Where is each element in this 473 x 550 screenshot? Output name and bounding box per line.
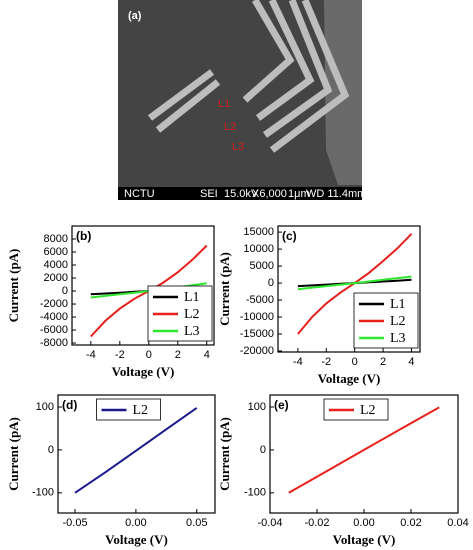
legend-label: L3 [390, 331, 406, 346]
legend-label: L2 [133, 403, 149, 418]
y-tick-label: 6000 [44, 246, 68, 258]
series-line [74, 407, 198, 494]
x-tick-label: -0.02 [304, 517, 329, 529]
x-tick-label: 0.00 [353, 517, 374, 529]
panel-label: (a) [128, 10, 142, 22]
y-tick-label: -4000 [40, 311, 68, 323]
y-tick-label: -2000 [40, 298, 68, 310]
legend-label: L3 [184, 324, 200, 339]
plot-frame [71, 225, 215, 346]
y-tick-label: 0 [268, 277, 274, 289]
x-tick-label: -4 [293, 356, 303, 368]
info-text: X6,000 [252, 188, 287, 200]
info-text: WD 11.4mm [306, 188, 366, 200]
x-tick-label: -2 [321, 356, 331, 368]
series-line [288, 406, 440, 494]
marker-label: L3 [232, 141, 244, 153]
x-tick-label: 0 [352, 356, 358, 368]
y-tick-label: 15000 [243, 226, 274, 238]
y-tick-label: -15000 [240, 328, 274, 340]
plot-frame [57, 394, 216, 514]
x-tick-label: -4 [86, 349, 96, 361]
panel-label: (d) [62, 398, 77, 412]
y-tick-label: 5000 [250, 260, 274, 272]
x-tick-label: 4 [408, 356, 414, 368]
legend-box [96, 398, 161, 421]
y-tick-label: -100 [32, 487, 54, 499]
marker-label: L2 [224, 121, 236, 133]
y-tick-label: 100 [36, 401, 54, 413]
x-tick-label: -0.05 [62, 517, 87, 529]
series-line [297, 275, 412, 291]
x-tick-label: 0.05 [186, 517, 207, 529]
legend-label: L2 [360, 403, 376, 418]
x-tick-label: 0.02 [400, 517, 421, 529]
y-tick-label: -100 [244, 487, 266, 499]
info-text: NCTU [124, 188, 155, 200]
legend-label: L2 [390, 314, 406, 329]
y-tick-label: -8000 [40, 337, 68, 349]
x-tick-label: 0.04 [447, 517, 468, 529]
y-tick-label: 0 [62, 285, 68, 297]
x-tick-label: 2 [175, 349, 181, 361]
y-tick-label: -6000 [40, 324, 68, 336]
y-tick-label: 8000 [44, 233, 68, 245]
legend-box [323, 398, 389, 421]
x-axis-title: Voltage (V) [318, 371, 381, 386]
marker-label: L1 [218, 98, 230, 110]
x-tick-label: -2 [115, 349, 125, 361]
x-tick-label: 0 [146, 349, 152, 361]
info-text: 15.0kV [224, 188, 259, 200]
y-tick-label: 100 [248, 401, 266, 413]
y-axis-title: Current (pA) [217, 417, 232, 491]
x-tick-label: 0.00 [125, 517, 146, 529]
y-axis-title: Current (pA) [6, 249, 21, 323]
info-text: 1μm [288, 188, 310, 200]
y-tick-label: -5000 [246, 294, 274, 306]
x-tick-label: 2 [380, 356, 386, 368]
x-tick-label: -0.04 [257, 517, 282, 529]
plot-frame [277, 225, 421, 353]
y-axis-title: Current (pA) [6, 417, 21, 491]
y-tick-label: 0 [48, 444, 54, 456]
sem-image: (a) L1 L2 L3 NCTU SEI 15.0kV X6,000 1μm … [118, 0, 366, 200]
legend-label: L2 [184, 307, 200, 322]
y-tick-label: 10000 [243, 243, 274, 255]
sem-info-bar [118, 187, 362, 200]
y-tick-label: 2000 [44, 272, 68, 284]
sem-electrodes [147, 0, 350, 153]
y-tick-label: -20000 [240, 345, 274, 357]
y-tick-label: 4000 [44, 259, 68, 271]
x-axis-title: Voltage (V) [112, 364, 175, 379]
x-axis-title: Voltage (V) [105, 532, 168, 547]
info-text: SEI [200, 188, 218, 200]
panel-label: (b) [76, 229, 91, 243]
panel-label: (e) [274, 398, 289, 412]
x-tick-label: 4 [204, 349, 210, 361]
panel-label: (c) [282, 229, 297, 243]
legend-label: L1 [184, 290, 200, 305]
y-tick-label: 0 [260, 444, 266, 456]
y-tick-label: -10000 [240, 311, 274, 323]
y-axis-title: Current (pA) [217, 252, 232, 326]
x-axis-title: Voltage (V) [333, 532, 396, 547]
legend-label: L1 [390, 297, 406, 312]
